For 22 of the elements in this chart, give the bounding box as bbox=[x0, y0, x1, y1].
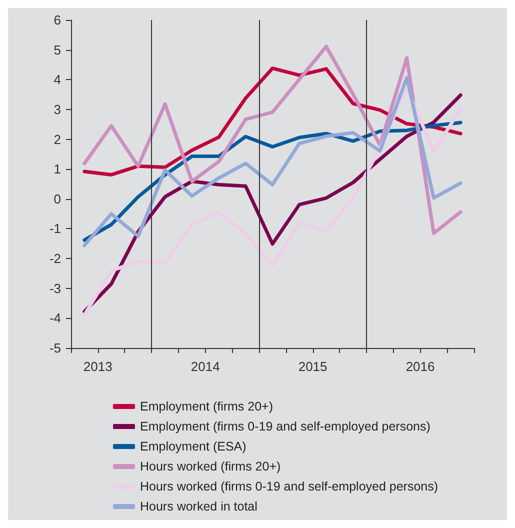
y-tick-label: 4 bbox=[54, 72, 61, 88]
legend-label: Employment (ESA) bbox=[140, 440, 246, 454]
y-tick-label: -2 bbox=[49, 251, 61, 266]
y-tick-label: 3 bbox=[54, 102, 61, 117]
x-tick-label: 2015 bbox=[298, 359, 328, 374]
legend-label: Hours worked in total bbox=[140, 500, 258, 514]
x-tick-label: 2014 bbox=[190, 359, 220, 374]
y-tick-label: -3 bbox=[49, 280, 61, 296]
y-tick-label: -1 bbox=[49, 221, 61, 236]
legend-label: Hours worked (firms 0-19 and self-employed persons) bbox=[140, 480, 438, 494]
y-tick-label: -5 bbox=[49, 340, 61, 356]
y-tick-label: 5 bbox=[54, 42, 61, 58]
y-tick-label: 2 bbox=[54, 132, 61, 147]
y-tick-label: 6 bbox=[54, 12, 61, 28]
y-tick-label: -4 bbox=[49, 310, 61, 326]
y-tick-label: 0 bbox=[54, 191, 61, 206]
legend-label: Hours worked (firms 20+) bbox=[140, 460, 281, 474]
y-tick-label: 1 bbox=[54, 162, 61, 177]
x-tick-label: 2013 bbox=[83, 359, 112, 374]
legend-label: Employment (firms 0-19 and self-employed persons) bbox=[140, 420, 430, 434]
x-tick-label: 2016 bbox=[406, 359, 435, 374]
legend-label: Employment (firms 20+) bbox=[140, 400, 274, 414]
